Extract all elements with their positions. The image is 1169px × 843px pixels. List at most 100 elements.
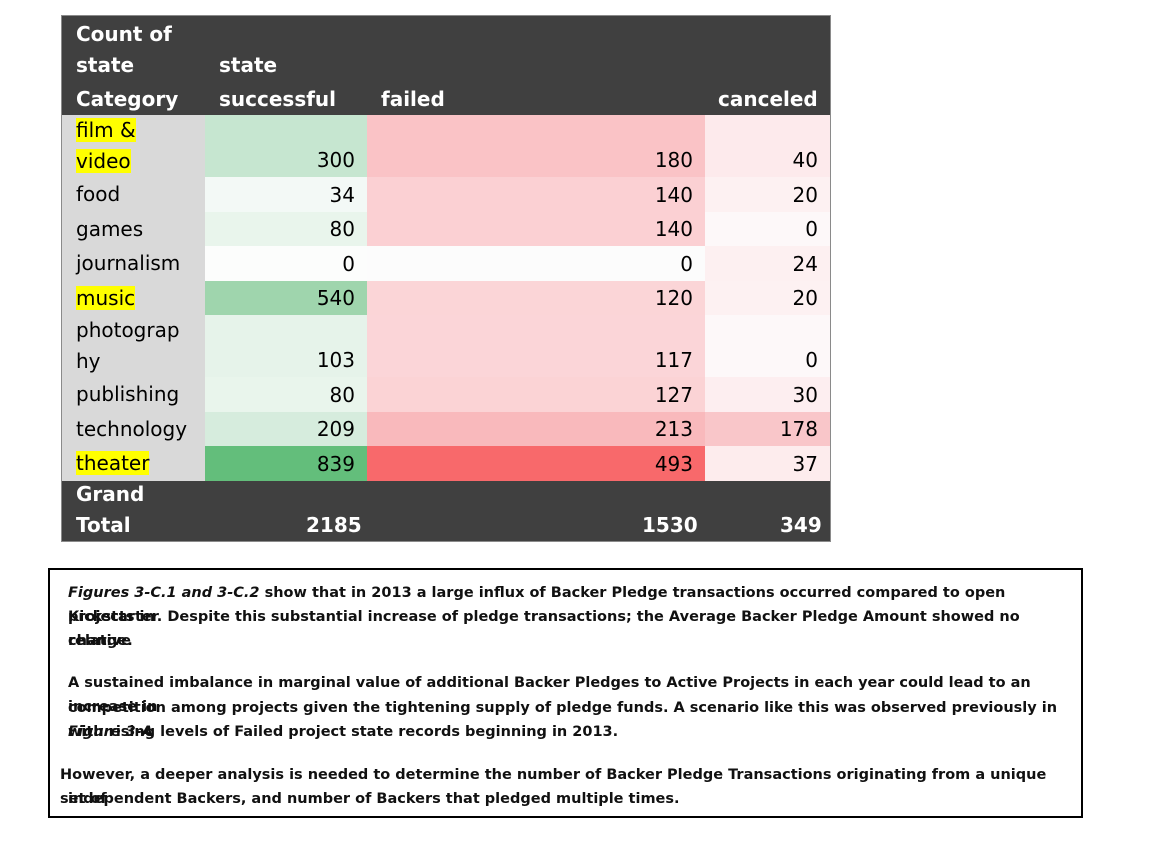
figure-reference: Figures 3-C.1 and 3-C.2: [68, 585, 260, 601]
note-paragraph-3-line-2: independent Backers, and number of Backe…: [68, 791, 680, 807]
value-successful: 300: [316, 148, 355, 172]
note-paragraph-2-line-3: with rising levels of Failed project sta…: [68, 724, 619, 740]
category-label: technology: [76, 416, 188, 441]
note-paragraph-2-line-2: competition among projects given the tig…: [68, 696, 1061, 744]
figure-reference: Figure 3-A: [68, 724, 153, 740]
category-label: music: [76, 285, 136, 310]
note-paragraph-1-line-3: change.: [68, 633, 133, 649]
value-canceled: 30: [792, 382, 818, 407]
grand-total-successful: 2185: [306, 513, 362, 537]
category-cell: journalism: [62, 246, 205, 281]
value-cell-canceled: 20: [705, 280, 830, 315]
value-cell-successful: 300: [205, 115, 367, 177]
value-failed: 127: [654, 382, 693, 407]
value-successful: 839: [316, 451, 355, 476]
value-cell-failed: 140: [367, 177, 705, 212]
value-failed: 120: [654, 286, 693, 310]
value-successful: 34: [329, 182, 355, 207]
value-failed: 180: [654, 148, 693, 172]
value-successful: 540: [316, 286, 355, 310]
value-cell-failed: 180: [367, 115, 705, 177]
value-cell-successful: 34: [205, 177, 367, 212]
value-successful: 209: [316, 417, 355, 441]
column-header-canceled: canceled: [718, 87, 818, 111]
value-canceled: 0: [805, 217, 818, 241]
category-label: food: [76, 182, 121, 206]
value-failed: 140: [654, 217, 693, 241]
note-paragraph-3-line-1: However, a deeper analysis is needed to …: [60, 767, 1047, 807]
corner-header-line1: Count of: [76, 22, 172, 46]
value-cell-successful: 80: [205, 377, 367, 412]
value-cell-failed: 493: [367, 446, 705, 481]
category-label: publishing: [76, 382, 180, 406]
category-cell: photograp hy: [62, 315, 205, 377]
value-cell-canceled: 20: [705, 177, 830, 212]
value-canceled: 40: [792, 148, 818, 172]
category-cell: technology: [62, 411, 205, 446]
category-cell: publishing: [62, 377, 205, 412]
category-cell: games: [62, 211, 205, 246]
value-cell-failed: 213: [367, 411, 705, 446]
value-cell-failed: 127: [367, 377, 705, 412]
category-cell: theater: [62, 446, 205, 481]
value-cell-failed: 117: [367, 315, 705, 377]
value-failed: 140: [654, 182, 693, 207]
corner-header-line2: state: [76, 53, 135, 77]
note-text: show that in 2013 a large influx of Back…: [68, 585, 1006, 625]
value-cell-successful: 839: [205, 446, 367, 481]
value-failed: 493: [654, 451, 693, 476]
value-canceled: 24: [792, 251, 818, 276]
value-cell-successful: 209: [205, 411, 367, 446]
value-cell-canceled: 0: [705, 211, 830, 246]
category-label: hy: [76, 349, 101, 373]
pivot-table: Count of state state Category successful…: [61, 15, 831, 542]
value-failed: 0: [680, 251, 693, 276]
value-cell-successful: 80: [205, 211, 367, 246]
category-label: journalism: [76, 251, 181, 275]
value-successful: 0: [342, 251, 355, 276]
value-failed: 117: [654, 348, 693, 372]
grand-total-failed: 1530: [642, 513, 698, 537]
value-cell-successful: 0: [205, 246, 367, 281]
value-cell-canceled: 40: [705, 115, 830, 177]
category-label: games: [76, 216, 144, 241]
column-header-failed: failed: [381, 87, 445, 111]
row-field-label: Category: [76, 87, 179, 111]
value-canceled: 37: [792, 451, 818, 476]
value-successful: 103: [316, 348, 355, 372]
category-label: theater: [76, 451, 150, 475]
category-cell: film & video: [62, 115, 205, 177]
note-paragraph-1-line-1: Figures 3-C.1 and 3-C.2 show that in 201…: [68, 581, 1061, 629]
category-cell: music: [62, 280, 205, 315]
value-cell-failed: 140: [367, 211, 705, 246]
value-canceled: 0: [805, 348, 818, 372]
value-successful: 80: [329, 217, 355, 241]
value-canceled: 20: [792, 182, 818, 207]
value-cell-canceled: 24: [705, 246, 830, 281]
category-cell: food: [62, 177, 205, 212]
value-cell-successful: 103: [205, 315, 367, 377]
value-cell-canceled: 178: [705, 411, 830, 446]
note-paragraph-2-line-1: A sustained imbalance in marginal value …: [68, 675, 1031, 715]
value-cell-failed: 0: [367, 246, 705, 281]
value-successful: 80: [329, 382, 355, 407]
note-text: competition among projects given the tig…: [68, 700, 1058, 716]
category-label: photograp: [76, 318, 180, 342]
grand-total-label-line1: Grand: [76, 482, 145, 506]
value-cell-canceled: 0: [705, 315, 830, 377]
value-cell-canceled: 37: [705, 446, 830, 481]
value-failed: 213: [654, 417, 693, 441]
grand-total-canceled: 349: [780, 513, 822, 537]
category-label: film &: [76, 118, 136, 142]
note-paragraph-1-line-2: Kickstarter. Despite this substantial in…: [68, 609, 1020, 649]
grand-total-label-line2: Total: [76, 513, 131, 537]
value-cell-successful: 540: [205, 280, 367, 315]
value-cell-canceled: 30: [705, 377, 830, 412]
column-header-successful: successful: [219, 87, 337, 111]
value-canceled: 178: [779, 417, 818, 441]
value-cell-failed: 120: [367, 280, 705, 315]
category-label: video: [76, 149, 131, 173]
value-canceled: 20: [792, 286, 818, 310]
column-field-label: state: [219, 53, 278, 77]
analysis-note: Figures 3-C.1 and 3-C.2 show that in 201…: [48, 568, 1083, 818]
